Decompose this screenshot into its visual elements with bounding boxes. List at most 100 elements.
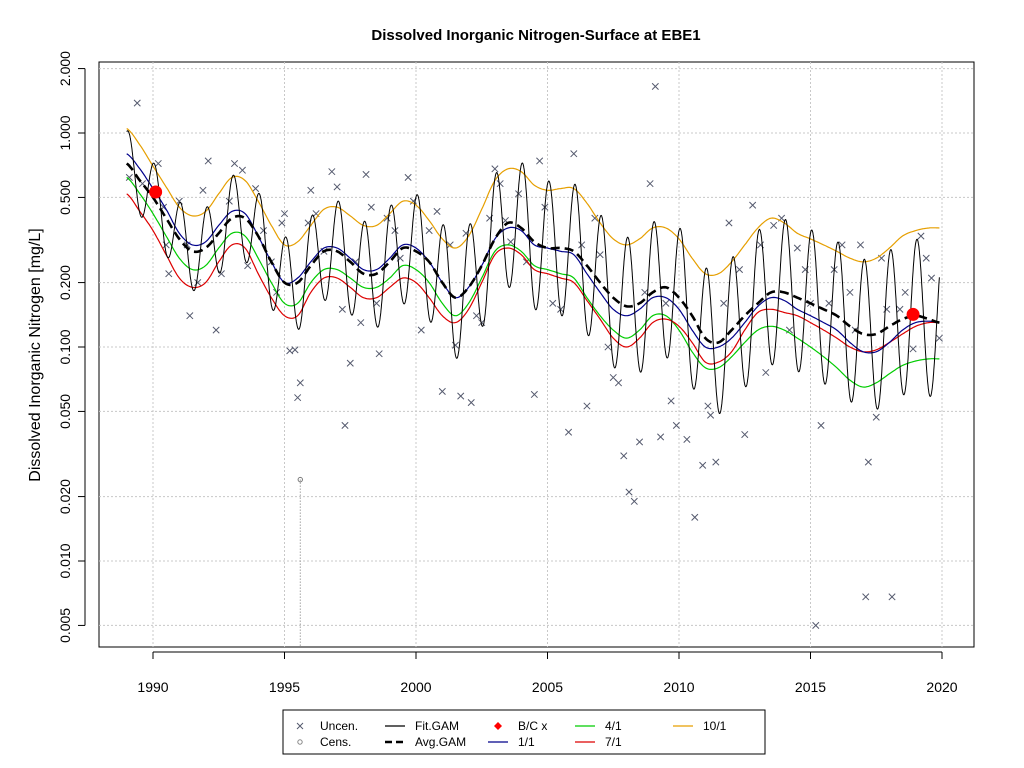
uncensored-point bbox=[530, 390, 538, 399]
uncensored-point bbox=[491, 165, 499, 173]
y-tick-label: 0.500 bbox=[57, 180, 73, 215]
legend-swatch-bc bbox=[494, 722, 502, 730]
uncensored-point bbox=[646, 180, 654, 188]
avg-gam-line bbox=[125, 162, 940, 345]
legend-swatch-censored bbox=[297, 739, 303, 745]
uncensored-point bbox=[362, 170, 370, 179]
uncensored-point bbox=[291, 346, 299, 354]
uncensored-point bbox=[357, 319, 365, 327]
chart-title: Dissolved Inorganic Nitrogen-Surface at … bbox=[371, 27, 700, 44]
uncensored-point bbox=[901, 288, 909, 296]
legend-label: 4/1 bbox=[605, 719, 622, 733]
series-lines bbox=[125, 128, 940, 414]
uncensored-point bbox=[372, 299, 381, 307]
uncensored-point bbox=[699, 461, 707, 469]
legend-label: 1/1 bbox=[518, 735, 535, 749]
uncensored-point bbox=[691, 513, 699, 521]
uncensored-point bbox=[641, 288, 649, 296]
uncensored-point bbox=[217, 270, 225, 278]
uncensored-point bbox=[720, 299, 728, 307]
legend-label: Uncen. bbox=[320, 719, 358, 733]
fit-gam-line bbox=[126, 130, 940, 414]
uncensored-point bbox=[657, 433, 665, 441]
x-tick-label: 1990 bbox=[137, 679, 168, 695]
y-tick-label: 0.020 bbox=[57, 479, 73, 514]
uncensored-point bbox=[438, 387, 446, 395]
uncensored-point bbox=[770, 221, 778, 229]
uncensored-point bbox=[735, 266, 744, 274]
uncensored-point bbox=[683, 435, 691, 443]
uncensored-point bbox=[536, 157, 544, 165]
uncensored-point bbox=[133, 99, 141, 107]
series-4-1-line bbox=[126, 176, 940, 388]
uncensored-point bbox=[927, 274, 936, 282]
uncensored-point bbox=[225, 197, 233, 205]
x-axis: 1990 1995 2000 2005 2010 2015 2020 bbox=[137, 651, 958, 695]
uncensored-point bbox=[793, 244, 801, 252]
bc-marker bbox=[149, 185, 163, 199]
uncensored-point bbox=[252, 185, 260, 193]
legend-label: 10/1 bbox=[703, 719, 727, 733]
uncensored-point bbox=[741, 430, 749, 439]
y-tick-label: 0.050 bbox=[57, 394, 73, 429]
uncensored-point bbox=[862, 593, 870, 601]
uncensored-point bbox=[630, 497, 638, 505]
uncensored-point bbox=[433, 207, 441, 215]
uncensored-point bbox=[186, 312, 194, 320]
y-tick-label: 0.010 bbox=[57, 543, 73, 578]
uncensored-point bbox=[856, 241, 865, 249]
uncensored-point bbox=[864, 458, 872, 466]
uncensored-point bbox=[591, 214, 599, 222]
uncensored-point bbox=[346, 359, 354, 367]
uncensored-point bbox=[165, 270, 173, 278]
uncensored-point bbox=[651, 82, 659, 91]
series-1-1-line bbox=[126, 153, 940, 354]
uncensored-point bbox=[596, 251, 604, 259]
uncensored-point bbox=[496, 180, 504, 188]
uncensored-point bbox=[917, 232, 925, 240]
uncensored-point bbox=[230, 159, 239, 168]
uncensored-point bbox=[457, 392, 465, 400]
y-tick-label: 0.005 bbox=[57, 608, 73, 643]
uncensored-point bbox=[199, 186, 207, 194]
uncensored-point bbox=[625, 488, 633, 496]
bc-marker bbox=[906, 307, 920, 321]
uncensored-point bbox=[883, 305, 891, 313]
y-axis-label: Dissolved Inorganic Nitrogen [mg/L] bbox=[27, 228, 44, 481]
uncensored-point bbox=[328, 168, 336, 176]
uncensored-point bbox=[896, 305, 904, 313]
uncensored-point bbox=[667, 397, 675, 405]
y-axis: 0.005 0.010 0.020 0.050 0.100 0.200 0.500 1.000… bbox=[57, 51, 86, 643]
uncensored-points bbox=[125, 82, 943, 629]
uncensored-point bbox=[825, 299, 833, 307]
legend-label: Cens. bbox=[320, 735, 351, 749]
uncensored-point bbox=[467, 399, 475, 407]
uncensored-point bbox=[125, 173, 133, 181]
uncensored-point bbox=[614, 379, 623, 387]
uncensored-point bbox=[557, 305, 565, 313]
uncensored-point bbox=[749, 201, 757, 209]
plot-frame bbox=[98, 61, 975, 648]
legend-box bbox=[282, 709, 766, 755]
uncensored-point bbox=[846, 288, 854, 296]
uncensored-point bbox=[341, 421, 349, 429]
uncensored-point bbox=[564, 428, 573, 436]
uncensored-point bbox=[296, 379, 304, 387]
x-tick-label: 2005 bbox=[532, 679, 563, 695]
uncensored-point bbox=[278, 219, 286, 227]
uncensored-point bbox=[391, 227, 399, 235]
uncensored-point bbox=[367, 203, 375, 211]
uncensored-point bbox=[338, 305, 346, 313]
uncensored-point bbox=[570, 150, 578, 158]
uncensored-point bbox=[238, 166, 246, 174]
uncensored-point bbox=[935, 334, 943, 342]
legend-label: 7/1 bbox=[605, 735, 622, 749]
series-7-1-line bbox=[126, 193, 940, 365]
x-tick-label: 2000 bbox=[400, 679, 431, 695]
uncensored-point bbox=[259, 227, 268, 235]
legend-swatch-uncensored bbox=[296, 722, 304, 730]
uncensored-point bbox=[635, 438, 644, 446]
uncensored-point bbox=[294, 394, 302, 402]
bc-markers bbox=[149, 185, 920, 321]
